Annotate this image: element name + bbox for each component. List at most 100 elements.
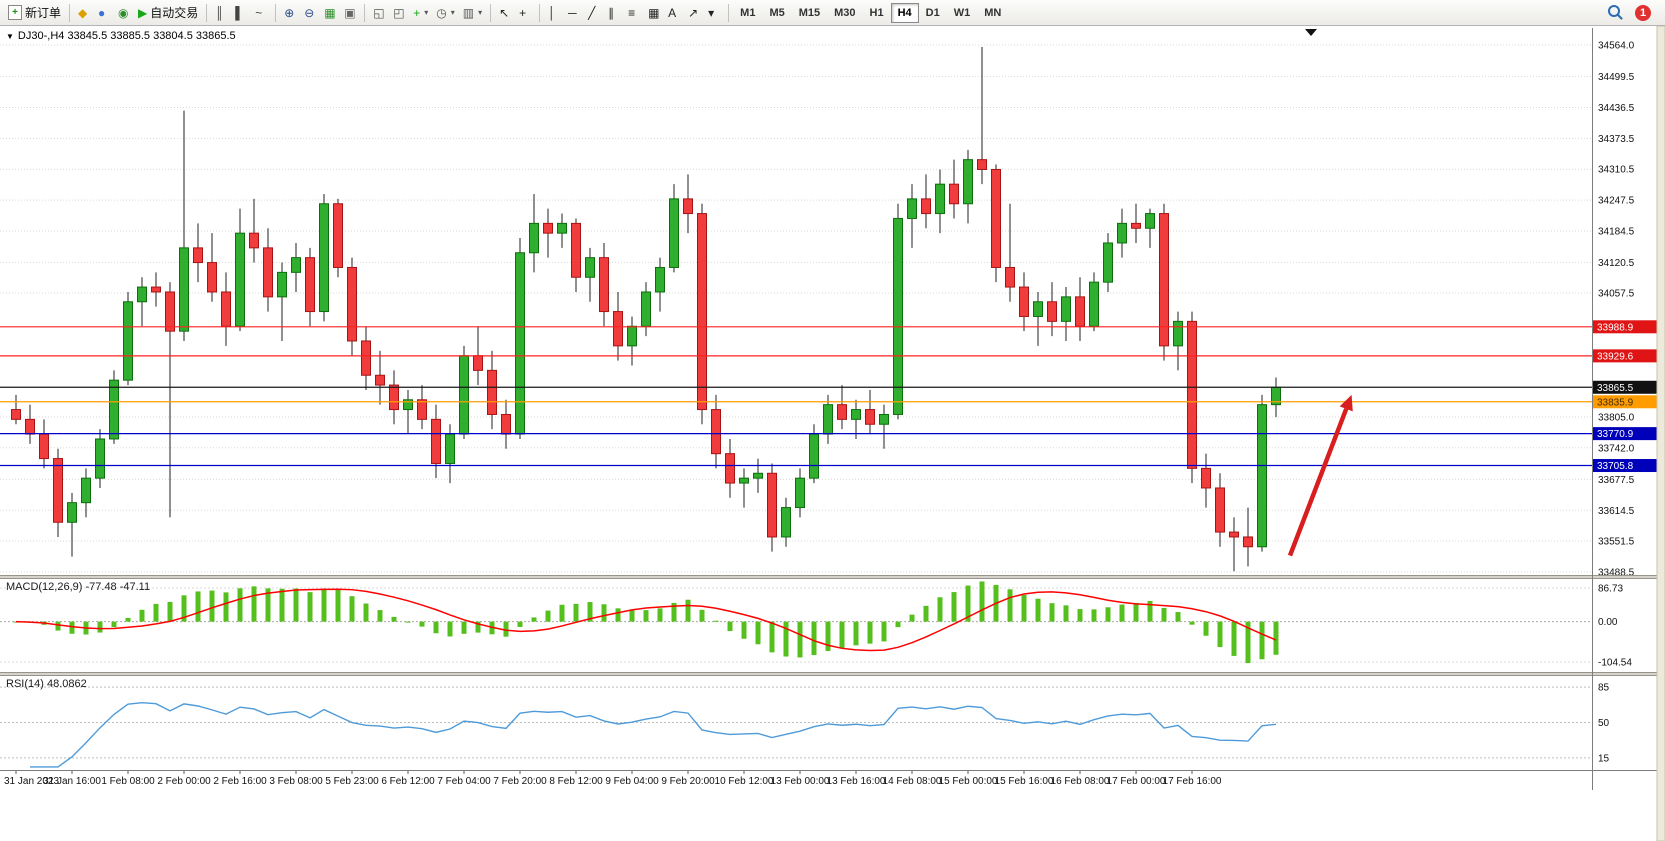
cursor-button[interactable]: ↖ [495, 2, 515, 24]
market-globe-button[interactable]: ◉ [114, 2, 134, 24]
cascade-windows-button[interactable]: ▣ [340, 2, 360, 24]
candle-body [389, 384, 399, 411]
panel-separator[interactable] [0, 575, 1665, 579]
candle-body [179, 247, 189, 332]
zoom-out-button[interactable]: ⊖ [300, 2, 320, 24]
autotrading-label: 自动交易 [150, 6, 199, 20]
horizontal-line-button[interactable]: ─ [564, 2, 584, 24]
time-label: 10 Feb 12:00 [715, 776, 774, 787]
window-scrollbar[interactable] [1656, 26, 1665, 841]
timeframe-m1-button[interactable]: M1 [733, 3, 762, 23]
candle-body [641, 291, 651, 327]
candle-body [207, 262, 217, 293]
timeframe-m30-button[interactable]: M30 [827, 3, 862, 23]
svg-text:33614.5: 33614.5 [1598, 506, 1635, 517]
macd-axis-label: 0.00 [1598, 617, 1618, 628]
candle-body [1019, 286, 1029, 317]
svg-text:34184.5: 34184.5 [1598, 226, 1635, 237]
arrow-objects-button[interactable]: ↗ [684, 2, 704, 24]
candle-body [39, 433, 49, 460]
trendline-button[interactable]: ╱ [584, 2, 604, 24]
toolbar-separator [275, 3, 277, 22]
panel-separator[interactable] [0, 672, 1665, 676]
timeframe-d1-button[interactable]: D1 [919, 3, 947, 23]
candle-body [795, 477, 805, 509]
rsi-axis-label: 15 [1598, 753, 1610, 764]
time-label: 31 Jan 2023 [4, 776, 59, 787]
support-line-2-badge: 33705.8 [1593, 459, 1663, 473]
candle-body [1145, 213, 1155, 229]
candle-body [907, 198, 917, 219]
new-order-button[interactable]: + 新订单 [4, 2, 65, 24]
toolbar-separator [206, 3, 208, 22]
crosshair-button[interactable]: + [515, 2, 535, 24]
objects-more-button[interactable]: ▾ [704, 2, 724, 24]
svg-text:34373.5: 34373.5 [1598, 134, 1635, 145]
trendline-icon: ╱ [588, 5, 596, 20]
annotation-arrow-up[interactable] [1287, 394, 1353, 557]
candle-body [921, 198, 931, 215]
periods-icon: ◷ [436, 5, 447, 20]
timeframe-m5-button[interactable]: M5 [762, 3, 791, 23]
equidistant-channel-button[interactable]: ∥ [604, 2, 624, 24]
profile-button[interactable]: ● [94, 2, 114, 24]
rsi-panel: 85 50 15 [0, 683, 1610, 764]
bar-chart-button[interactable]: ║ [211, 2, 231, 24]
candle-body [1103, 242, 1113, 283]
objects-more-icon: ▾ [708, 5, 715, 20]
candle-body [809, 433, 819, 479]
fibonacci-retracement-icon: ≡ [628, 5, 636, 20]
candle-body [151, 286, 161, 293]
chart-canvas[interactable]: 33988.9 33929.6 33865.5 33835.9 33770.9 33705… [0, 26, 1665, 841]
candle-body [459, 355, 469, 435]
chevron-down-icon[interactable]: ▾ [478, 8, 483, 17]
candle-body [81, 477, 91, 504]
candle-body [501, 413, 511, 435]
text-label-button[interactable]: A [664, 2, 684, 24]
candle-body [683, 198, 693, 215]
add-indicator-button[interactable]: + ▾ [409, 2, 432, 24]
timeframe-h1-button[interactable]: H1 [863, 3, 891, 23]
candle-body [1061, 296, 1071, 322]
tile-windows-button[interactable]: ▦ [320, 2, 340, 24]
autotrading-button[interactable]: ▶ 自动交易 [134, 2, 202, 24]
chevron-down-icon[interactable]: ▾ [450, 8, 455, 17]
svg-text:33865.5: 33865.5 [1597, 383, 1634, 394]
candle-body [67, 502, 77, 523]
main-window-button[interactable]: ◰ [389, 2, 409, 24]
notification-badge[interactable]: 1 [1635, 4, 1651, 21]
candle-body [865, 409, 875, 425]
timeframe-w1-button[interactable]: W1 [947, 3, 978, 23]
timeframe-mn-button[interactable]: MN [977, 3, 1008, 23]
timeframe-m15-button[interactable]: M15 [792, 3, 827, 23]
candle-body [823, 404, 833, 435]
fibonacci-retracement-button[interactable]: ≡ [624, 2, 644, 24]
zoom-in-button[interactable]: ⊕ [280, 2, 300, 24]
timeframe-h4-button[interactable]: H4 [890, 2, 919, 23]
line-chart-button[interactable]: ~ [251, 2, 271, 24]
toolbar-separator [490, 3, 492, 22]
time-label: 2 Feb 16:00 [213, 776, 267, 787]
price-gridlines [0, 44, 1592, 573]
chevron-down-icon[interactable]: ▾ [424, 8, 429, 17]
autotrading-icon: ▶ [138, 5, 148, 20]
candle-body [1047, 301, 1057, 322]
candlestick-series [11, 46, 1281, 572]
metaeditor-button[interactable]: ◆ [74, 2, 94, 24]
resistance-line-1-badge: 33988.9 [1593, 320, 1663, 334]
templates-button[interactable]: ▥ ▾ [459, 2, 486, 24]
periods-button[interactable]: ◷ ▾ [432, 2, 459, 24]
indicator-subwindow-button[interactable]: ◱ [369, 2, 389, 24]
candlestick-chart-button[interactable]: ▌ [231, 2, 251, 24]
candle-body [123, 301, 133, 381]
shapes-button[interactable]: ▦ [644, 2, 664, 24]
time-label: 8 Feb 12:00 [549, 776, 603, 787]
vertical-line-button[interactable]: │ [544, 2, 564, 24]
indicator-subwindow-icon: ◱ [373, 5, 385, 20]
search-icon[interactable] [1608, 5, 1623, 20]
candle-body [935, 183, 945, 215]
time-label: 13 Feb 00:00 [771, 776, 830, 787]
candle-body [725, 453, 735, 484]
svg-text:34564.0: 34564.0 [1598, 41, 1635, 52]
